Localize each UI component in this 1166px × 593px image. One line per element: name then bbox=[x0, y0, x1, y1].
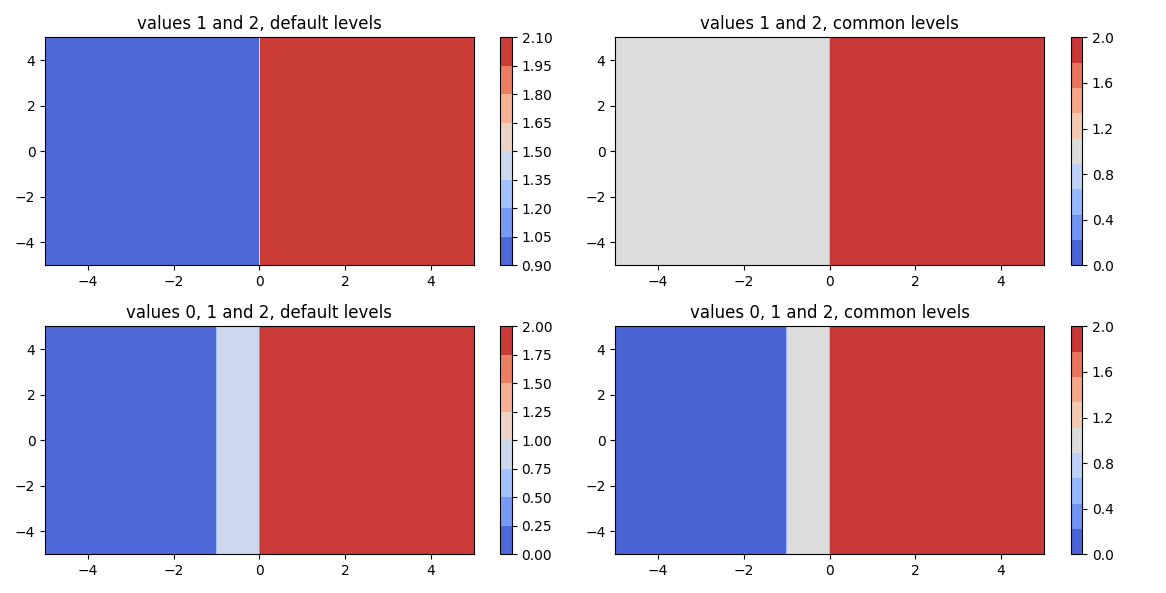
Title: values 1 and 2, default levels: values 1 and 2, default levels bbox=[136, 15, 381, 33]
Title: values 1 and 2, common levels: values 1 and 2, common levels bbox=[700, 15, 958, 33]
Title: values 0, 1 and 2, common levels: values 0, 1 and 2, common levels bbox=[689, 304, 970, 322]
Title: values 0, 1 and 2, default levels: values 0, 1 and 2, default levels bbox=[126, 304, 393, 322]
